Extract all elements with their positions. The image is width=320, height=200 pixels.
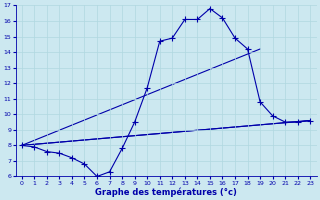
X-axis label: Graphe des températures (°c): Graphe des températures (°c) [95, 187, 237, 197]
